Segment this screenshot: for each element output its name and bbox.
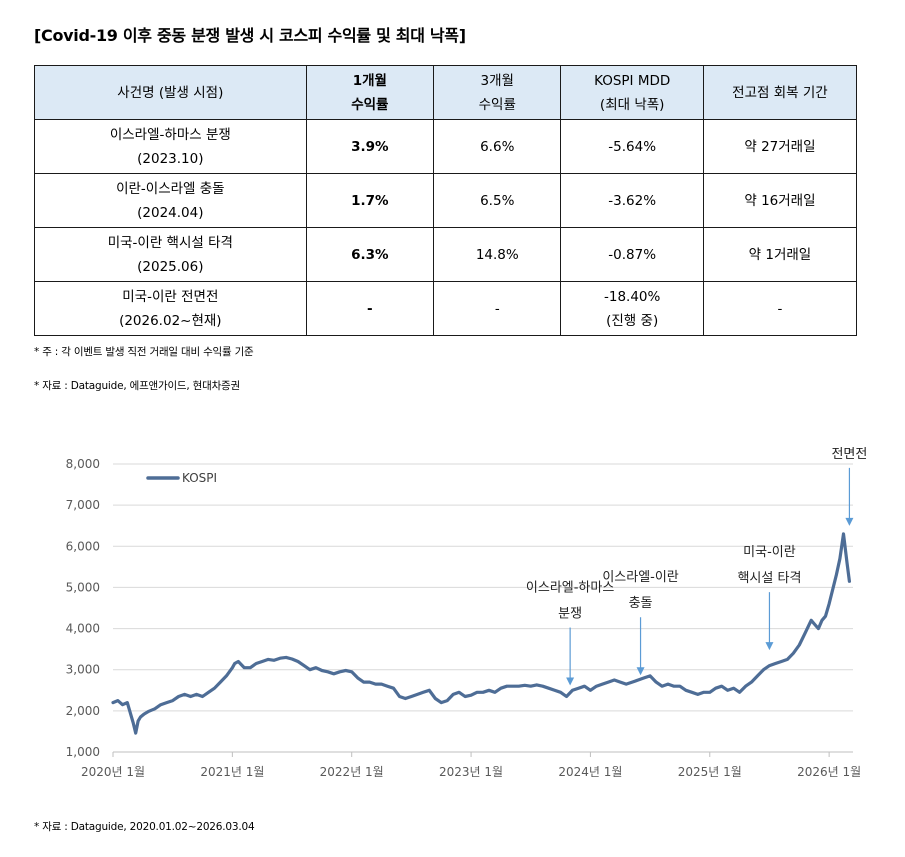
annotation-label: 분쟁 bbox=[558, 607, 582, 622]
cell-3m: 14.8% bbox=[433, 227, 562, 282]
note-chart-source: * 자료 : Dataguide, 2020.01.02~2026.03.04 bbox=[34, 821, 255, 833]
header-recovery: 전고점 회복 기간 bbox=[702, 65, 858, 120]
table-row: 미국-이란 핵시설 타격 (2025.06) 6.3% 14.8% -0.87% … bbox=[34, 227, 858, 282]
annotation-label: 핵시설 타격 bbox=[737, 571, 801, 586]
table-row: 미국-이란 전면전 (2026.02~현재) - - -18.40% (진행 중) … bbox=[34, 281, 858, 336]
cell-recovery: 약 1거래일 bbox=[702, 227, 858, 282]
page-title: [Covid-19 이후 중동 분쟁 발생 시 코스피 수익률 및 최대 낙폭] bbox=[34, 26, 466, 45]
header-3m-return: 3개월 수익률 bbox=[433, 65, 562, 120]
cell-1m: - bbox=[305, 281, 435, 336]
annotation-label: 미국-이란 bbox=[743, 545, 796, 560]
grid bbox=[113, 463, 853, 712]
cell-mdd: -18.40% (진행 중) bbox=[560, 281, 704, 336]
table-header-row: 사건명 (발생 시점) 1개월 수익률 3개월 수익률 KOSPI MDD (최대 낙… bbox=[34, 65, 858, 120]
cell-event: 이스라엘-하마스 분쟁 (2023.10) bbox=[34, 119, 307, 174]
x-tick-label: 2022년 1월 bbox=[320, 765, 384, 779]
header-mdd: KOSPI MDD (최대 낙폭) bbox=[560, 65, 704, 120]
note-source: * 자료 : Dataguide, 에프앤가이드, 현대차증권 bbox=[34, 380, 240, 392]
x-tick-label: 2020년 1월 bbox=[81, 765, 145, 779]
summary-table: 사건명 (발생 시점) 1개월 수익률 3개월 수익률 KOSPI MDD (최대 낙… bbox=[34, 65, 858, 336]
y-tick-label: 6,000 bbox=[66, 539, 100, 553]
cell-mdd: -5.64% bbox=[560, 119, 704, 174]
y-tick-label: 4,000 bbox=[66, 622, 100, 636]
annotation-arrowhead bbox=[636, 667, 645, 676]
cell-1m: 6.3% bbox=[305, 227, 435, 282]
cell-mdd: -0.87% bbox=[560, 227, 704, 282]
header-event: 사건명 (발생 시점) bbox=[34, 65, 307, 120]
kospi-chart: 1,000 2,000 3,000 4,000 5,000 6,000 7,000 8,000… bbox=[66, 447, 868, 779]
cell-1m: 1.7% bbox=[305, 173, 435, 228]
cell-recovery: 약 27거래일 bbox=[702, 119, 858, 174]
annotation-arrowhead bbox=[845, 517, 854, 526]
note-basis: * 주 : 각 이벤트 발생 직전 거래일 대비 수익률 기준 bbox=[34, 346, 254, 358]
table-row: 이란-이스라엘 충돌 (2024.04) 1.7% 6.5% -3.62% 약 1… bbox=[34, 173, 858, 228]
cell-event: 이란-이스라엘 충돌 (2024.04) bbox=[34, 173, 307, 228]
x-tick-label: 2026년 1월 bbox=[797, 765, 861, 779]
series-line-kospi bbox=[111, 532, 852, 735]
header-1m-return: 1개월 수익률 bbox=[305, 65, 435, 120]
y-tick-label: 7,000 bbox=[66, 498, 100, 512]
y-tick-label: 5,000 bbox=[66, 580, 100, 594]
annotation-label: 전면전 bbox=[831, 447, 867, 462]
annotation-arrowhead bbox=[765, 642, 774, 651]
y-tick-label: 8,000 bbox=[66, 457, 100, 471]
legend: KOSPI bbox=[146, 471, 217, 485]
legend-label: KOSPI bbox=[182, 471, 217, 485]
annotation-label: 충돌 bbox=[629, 596, 653, 611]
cell-1m: 3.9% bbox=[305, 119, 435, 174]
x-tick-label: 2023년 1월 bbox=[439, 765, 503, 779]
y-tick-label: 3,000 bbox=[66, 663, 100, 677]
cell-3m: - bbox=[433, 281, 562, 336]
cell-recovery: - bbox=[702, 281, 858, 336]
cell-event: 미국-이란 핵시설 타격 (2025.06) bbox=[34, 227, 307, 282]
plot-area bbox=[111, 532, 852, 735]
cell-recovery: 약 16거래일 bbox=[702, 173, 858, 228]
cell-mdd: -3.62% bbox=[560, 173, 704, 228]
annotation-label: 이스라엘-하마스 bbox=[526, 581, 614, 596]
table-row: 이스라엘-하마스 분쟁 (2023.10) 3.9% 6.6% -5.64% 약 … bbox=[34, 119, 858, 174]
y-tick-label: 2,000 bbox=[66, 704, 100, 718]
cell-3m: 6.6% bbox=[433, 119, 562, 174]
x-tick-label: 2025년 1월 bbox=[678, 765, 742, 779]
axes: 1,000 2,000 3,000 4,000 5,000 6,000 7,000 8,000… bbox=[66, 457, 862, 779]
x-tick-label: 2021년 1월 bbox=[200, 765, 264, 779]
cell-event: 미국-이란 전면전 (2026.02~현재) bbox=[34, 281, 307, 336]
y-tick-label: 1,000 bbox=[66, 745, 100, 759]
annotation-label: 이스라엘-이란 bbox=[602, 570, 678, 585]
cell-3m: 6.5% bbox=[433, 173, 562, 228]
annotation-arrowhead bbox=[566, 677, 575, 686]
x-tick-label: 2024년 1월 bbox=[558, 765, 622, 779]
